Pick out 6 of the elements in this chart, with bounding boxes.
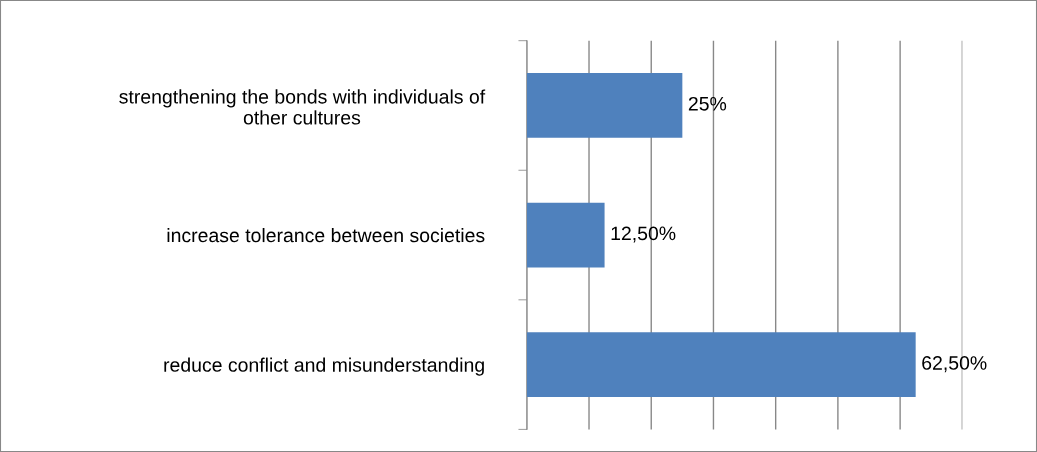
data-label: 12,50%: [611, 226, 676, 243]
y-tick-label: strengthening the bonds with individuals of other cultures: [119, 89, 486, 125]
y-tick-label: increase tolerance between societies: [167, 227, 485, 243]
data-label: 25%: [688, 96, 727, 111]
y-tick-label: reduce conflict and misunderstanding: [164, 357, 484, 376]
data-label: 62,50%: [922, 356, 987, 373]
